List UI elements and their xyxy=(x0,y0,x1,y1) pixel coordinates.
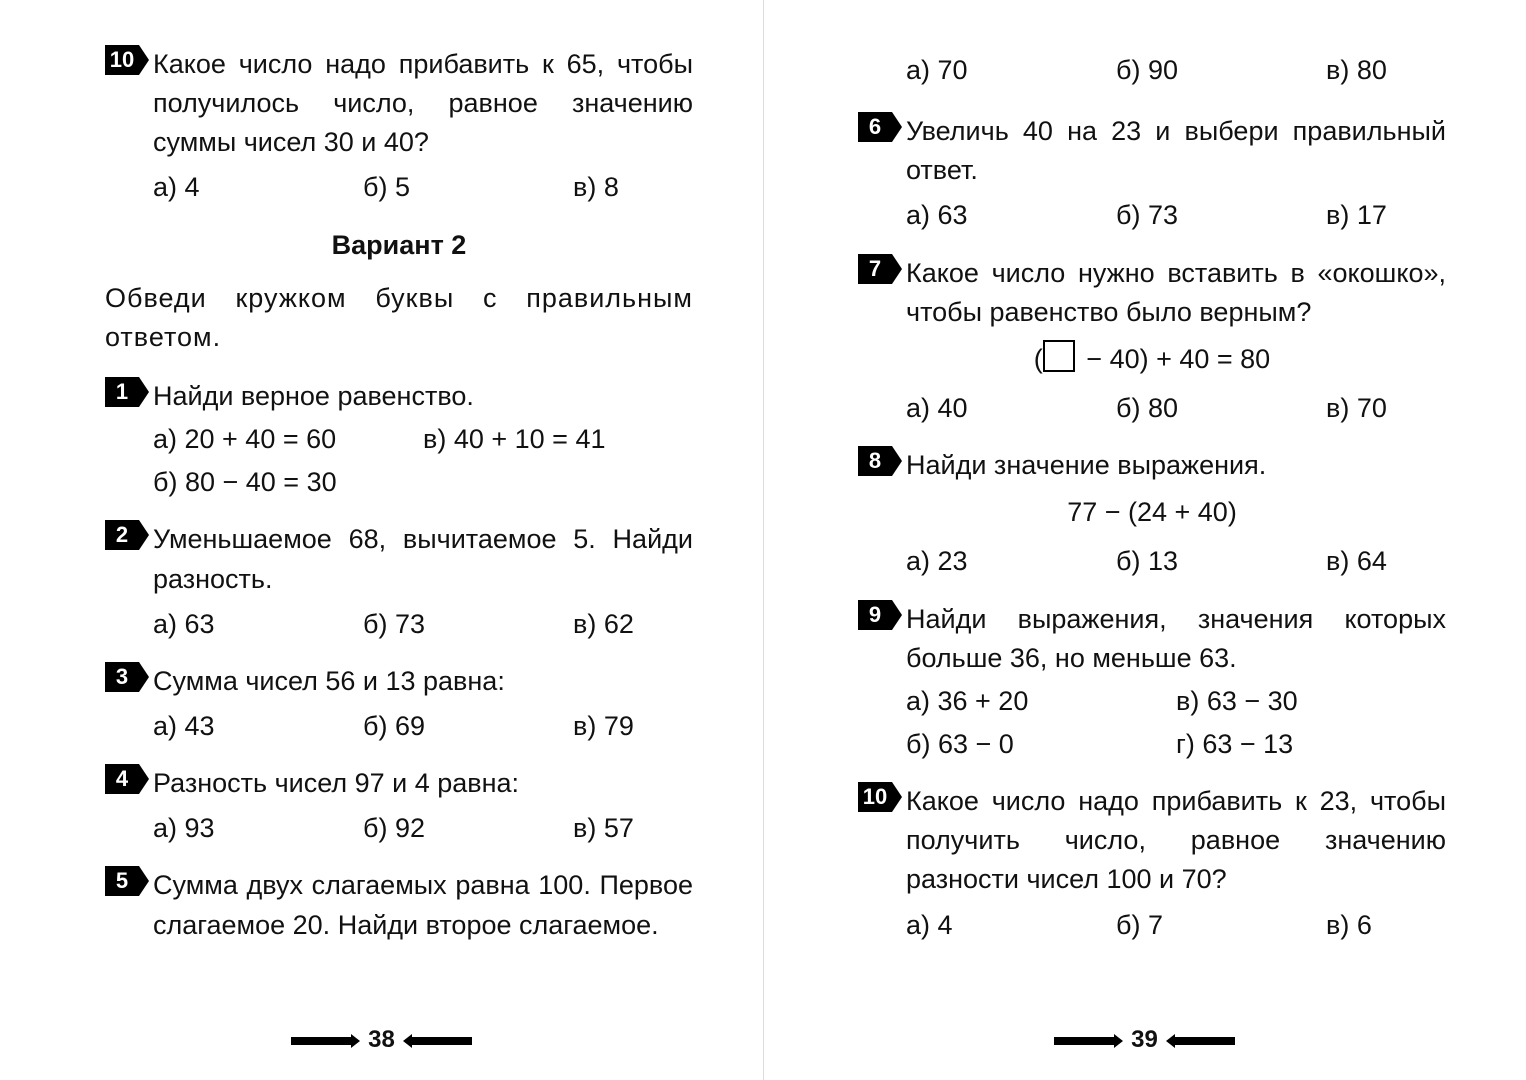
question-number: 6 xyxy=(858,112,892,142)
box-icon xyxy=(1043,340,1075,372)
answer-d: г) 63 − 13 xyxy=(1176,725,1446,764)
answer-b: б) 92 xyxy=(363,809,573,848)
question-9: 9 Найди выражения, значения которых боль… xyxy=(858,600,1446,765)
footer-bar-icon xyxy=(291,1037,351,1045)
answer-b: б) 7 xyxy=(1116,906,1326,945)
answer-c: в) 63 − 30 xyxy=(1176,682,1446,721)
question-8: 8 Найди значение выражения. 77 − (24 + 4… xyxy=(858,446,1446,581)
question-number: 7 xyxy=(858,254,892,284)
answer-c: в) 80 xyxy=(1326,51,1446,90)
page-left: 10 Какое число надо прибавить к 65, чтоб… xyxy=(0,0,763,1080)
question-text: Какое число нужно вставить в «окошко», ч… xyxy=(898,254,1446,332)
equation: ( − 40) + 40 = 80 xyxy=(858,340,1446,379)
question-number: 9 xyxy=(858,600,892,630)
question-3: 3 Сумма чисел 56 и 13 равна: а) 43 б) 69… xyxy=(105,662,693,746)
answer-a: а) 63 xyxy=(906,196,1116,235)
question-text: Какое число надо прибавить к 65, чтобы п… xyxy=(145,45,693,162)
question-1: 1 Найди верное равенство. а) 20 + 40 = 6… xyxy=(105,377,693,502)
page-number: 38 xyxy=(368,1023,395,1058)
question-7: 7 Какое число нужно вставить в «окошко»,… xyxy=(858,254,1446,429)
answer-a: а) 20 + 40 = 60 xyxy=(153,420,423,459)
answer-c: в) 64 xyxy=(1326,542,1446,581)
question-number: 10 xyxy=(858,782,892,812)
answer-a: а) 4 xyxy=(153,168,363,207)
question-text: Найди значение выражения. xyxy=(898,446,1446,485)
question-text: Сумма чисел 56 и 13 равна: xyxy=(145,662,693,701)
answer-b: б) 80 − 40 = 30 xyxy=(153,463,423,502)
question-4: 4 Разность чисел 97 и 4 равна: а) 93 б) … xyxy=(105,764,693,848)
answer-a: а) 43 xyxy=(153,707,363,746)
answer-b: б) 73 xyxy=(1116,196,1326,235)
question-number: 8 xyxy=(858,446,892,476)
question-5: 5 Сумма двух слагаемых равна 100. Первое… xyxy=(105,866,693,944)
question-2: 2 Уменьшаемое 68, вычитаемое 5. Найди ра… xyxy=(105,520,693,643)
question-text: Какое число надо прибавить к 23, чтобы п… xyxy=(898,782,1446,899)
footer-bar-icon xyxy=(1175,1037,1235,1045)
page-footer-left: 38 xyxy=(0,1023,763,1058)
answer-b: б) 13 xyxy=(1116,542,1326,581)
question-number: 4 xyxy=(105,764,139,794)
question-text: Сумма двух слагаемых равна 100. Первое с… xyxy=(145,866,693,944)
question-10-left: 10 Какое число надо прибавить к 65, чтоб… xyxy=(105,45,693,208)
footer-bar-icon xyxy=(1054,1037,1114,1045)
book-spread: 10 Какое число надо прибавить к 65, чтоб… xyxy=(0,0,1526,1080)
answer-b: б) 73 xyxy=(363,605,573,644)
question-number: 1 xyxy=(105,377,139,407)
variant-title: Вариант 2 xyxy=(105,226,693,265)
question-10-right: 10 Какое число надо прибавить к 23, чтоб… xyxy=(858,782,1446,945)
answer-a: а) 70 xyxy=(906,51,1116,90)
answer-a: а) 4 xyxy=(906,906,1116,945)
page-right: а) 70 б) 90 в) 80 6 Увеличь 40 на 23 и в… xyxy=(763,0,1526,1080)
answer-a: а) 93 xyxy=(153,809,363,848)
answer-c: в) 8 xyxy=(573,168,693,207)
instruction: Обведи кружком буквы с правильным ответо… xyxy=(105,279,693,357)
question-number: 3 xyxy=(105,662,139,692)
q5-answers-continued: а) 70 б) 90 в) 80 xyxy=(858,51,1446,90)
answer-a: а) 23 xyxy=(906,542,1116,581)
answer-b: б) 80 xyxy=(1116,389,1326,428)
question-number: 2 xyxy=(105,520,139,550)
answer-a: а) 36 + 20 xyxy=(906,682,1176,721)
answer-c: в) 6 xyxy=(1326,906,1446,945)
answer-c: в) 79 xyxy=(573,707,693,746)
question-number: 5 xyxy=(105,866,139,896)
question-number: 10 xyxy=(105,45,139,75)
question-text: Найди верное равенство. xyxy=(145,377,693,416)
answer-c: в) 17 xyxy=(1326,196,1446,235)
page-number: 39 xyxy=(1131,1023,1158,1058)
question-text: Разность чисел 97 и 4 равна: xyxy=(145,764,693,803)
answer-a: а) 40 xyxy=(906,389,1116,428)
answer-b: б) 63 − 0 xyxy=(906,725,1176,764)
question-text: Увеличь 40 на 23 и выбери правильный отв… xyxy=(898,112,1446,190)
equation: 77 − (24 + 40) xyxy=(858,493,1446,532)
question-6: 6 Увеличь 40 на 23 и выбери правильный о… xyxy=(858,112,1446,235)
question-text: Уменьшаемое 68, вычитаемое 5. Найди разн… xyxy=(145,520,693,598)
page-footer-right: 39 xyxy=(763,1023,1526,1058)
answer-b: б) 90 xyxy=(1116,51,1326,90)
answer-a: а) 63 xyxy=(153,605,363,644)
answer-c: в) 70 xyxy=(1326,389,1446,428)
answer-c: в) 62 xyxy=(573,605,693,644)
answer-c: в) 40 + 10 = 41 xyxy=(423,420,693,459)
answer-b: б) 69 xyxy=(363,707,573,746)
footer-bar-icon xyxy=(412,1037,472,1045)
answer-b: б) 5 xyxy=(363,168,573,207)
answer-c: в) 57 xyxy=(573,809,693,848)
question-text: Найди выражения, значения которых больше… xyxy=(898,600,1446,678)
